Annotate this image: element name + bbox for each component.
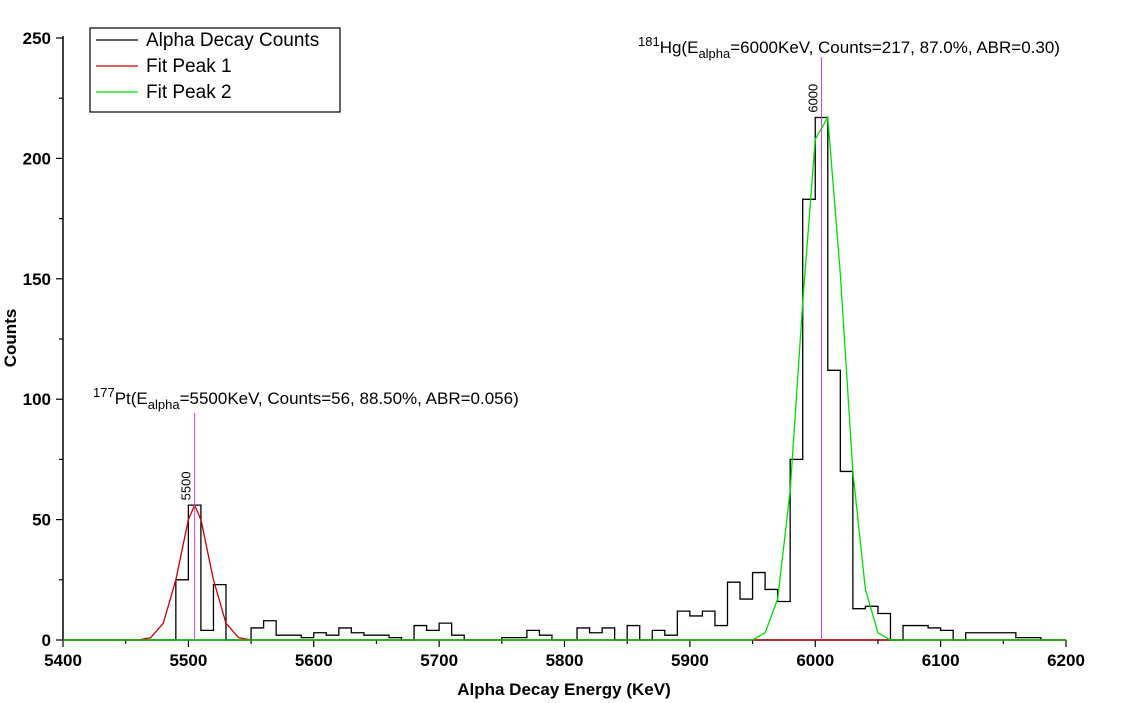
peak-energy-label: 6000 [806, 84, 821, 113]
series-line-1 [63, 116, 1066, 641]
x-axis-title: Alpha Decay Energy (KeV) [457, 680, 671, 699]
x-tick-label: 6000 [796, 651, 834, 670]
x-tick-label: 5700 [420, 651, 458, 670]
x-tick-label: 5800 [546, 651, 584, 670]
legend-label: Fit Peak 2 [146, 82, 232, 103]
annotation-element: Hg(E [660, 38, 699, 57]
legend-label: Alpha Decay Counts [146, 30, 319, 51]
x-tick-label: 5400 [44, 651, 82, 670]
annotations: 177Pt(Ealpha=5500KeV, Counts=56, 88.50%,… [93, 34, 1060, 640]
legend: Alpha Decay Counts Fit Peak 1 Fit Peak 2 [89, 27, 341, 113]
annotation-element: Pt(E [115, 389, 148, 408]
ticks: 5400 5500 5600 5700 5800 5900 6000 6100 6200 0 50 1… [23, 29, 1085, 670]
annotation-mass-number: 181 [638, 34, 660, 49]
annotation-subscript: alpha [698, 46, 731, 61]
y-axis-title: Counts [1, 309, 20, 368]
x-tick-label: 6200 [1047, 651, 1085, 670]
y-tick-label: 250 [23, 29, 51, 48]
annotation-mass-number: 177 [93, 385, 115, 400]
x-tick-label: 5500 [169, 651, 207, 670]
legend-box [89, 27, 341, 113]
x-tick-label: 5900 [671, 651, 709, 670]
series [63, 115, 1066, 641]
series-line-3 [63, 115, 1066, 641]
peak-energy-label: 5500 [179, 471, 194, 500]
legend-label: Fit Peak 1 [146, 56, 232, 77]
y-tick-label: 200 [23, 149, 51, 168]
x-tick-label: 5600 [295, 651, 333, 670]
y-tick-label: 100 [23, 390, 51, 409]
annotation-details: =6000KeV, Counts=217, 87.0%, ABR=0.30) [730, 38, 1060, 57]
y-tick-label: 150 [23, 270, 51, 289]
annotation-subscript: alpha [148, 397, 181, 412]
axes [62, 36, 1066, 641]
y-tick-label: 50 [32, 511, 51, 530]
y-tick-label: 0 [42, 631, 51, 650]
peak-annotation: 177Pt(Ealpha=5500KeV, Counts=56, 88.50%,… [93, 385, 519, 412]
annotation-details: =5500KeV, Counts=56, 88.50%, ABR=0.056) [180, 389, 519, 408]
peak-annotation: 181Hg(Ealpha=6000KeV, Counts=217, 87.0%,… [638, 34, 1060, 61]
x-tick-label: 6100 [922, 651, 960, 670]
